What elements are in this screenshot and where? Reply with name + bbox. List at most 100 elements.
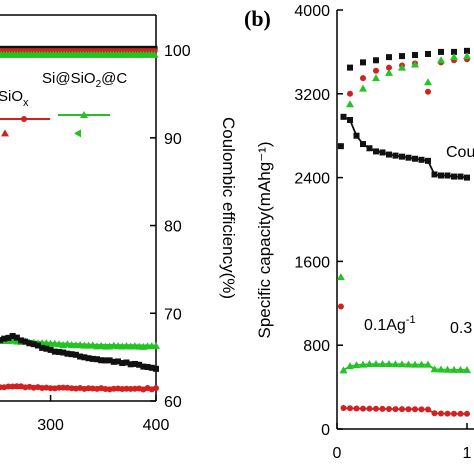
panel-b-black-capacity-point xyxy=(419,157,425,163)
panel-a-y-tick-label: 70 xyxy=(164,306,182,323)
panel-b-green-capacity-point xyxy=(340,366,348,373)
panel-b-black-capacity-point xyxy=(438,173,444,179)
panel-a-y-tick-label: 100 xyxy=(164,43,191,60)
panel-b-black-capacity-point xyxy=(354,133,360,139)
panel-b: (b) 08001600240032004000 01 0.1Ag-1 0.3 … xyxy=(244,3,474,462)
panel-a-x-tick-label: 300 xyxy=(37,417,64,434)
legend-siox-sub: x xyxy=(23,97,29,109)
panel-b-black-capacity-point xyxy=(458,174,464,180)
legend-label-siox: SiOx xyxy=(0,88,29,109)
panel-b-red-capacity-point xyxy=(412,406,418,412)
panel-b-y-tick-label: 1600 xyxy=(294,254,330,271)
panel-b-y-tick-label: 4000 xyxy=(294,3,330,20)
panel-b-red-capacity-point xyxy=(425,407,431,413)
panel-b-green-efficiency-point xyxy=(385,69,393,76)
panel-b-x-tick-label: 0 xyxy=(333,445,342,462)
panel-b-y-tick-label: 2400 xyxy=(294,171,330,188)
annotation-0-1ag-sup: -1 xyxy=(406,314,416,326)
panel-b-y-tick-label: 800 xyxy=(303,338,330,355)
panel-b-black-efficiency-point xyxy=(347,65,353,71)
panel-b-green-efficiency-point xyxy=(359,85,367,92)
legend-extra-marker-red xyxy=(1,129,9,136)
annotation-cou: Cou xyxy=(446,144,474,161)
panel-b-y-tick-label: 3200 xyxy=(294,87,330,104)
panel-b-black-capacity-point xyxy=(464,175,470,181)
panel-b-black-efficiency-point xyxy=(438,49,444,55)
panel-b-red-efficiency-point xyxy=(425,89,431,95)
panel-b-series xyxy=(337,48,471,417)
panel-b-black-capacity-point xyxy=(373,148,379,154)
panel-b-black-capacity-point xyxy=(445,173,451,179)
panel-b-red-capacity-point xyxy=(373,406,379,412)
panel-a-y-right-label: Coulombic efficiency(%) xyxy=(219,117,238,299)
panel-a: 300 400 60 70 80 90 100 SiOx Si@SiO2@C Coulom… xyxy=(0,15,238,434)
panel-b-green-efficiency-point xyxy=(437,56,445,63)
panel-b-red-capacity-point xyxy=(354,405,360,411)
panel-b-black-capacity-point xyxy=(425,158,431,164)
legend-extra-marker-green xyxy=(74,129,81,137)
panel-b-red-capacity-point xyxy=(406,406,412,412)
panel-b-black-capacity-point xyxy=(393,153,399,159)
panel-a-legend xyxy=(0,111,110,137)
legend-siox-base: SiO xyxy=(0,88,23,105)
legend-label-sisioc: Si@SiO2@C xyxy=(42,70,127,90)
panel-b-green-efficiency-point xyxy=(424,78,432,85)
panel-b-black-capacity-point xyxy=(432,171,438,177)
panel-b-red-capacity-point xyxy=(367,406,373,412)
panel-a-y-tick-label: 90 xyxy=(164,131,182,148)
panel-b-x-tick-label: 1 xyxy=(463,445,472,462)
panel-b-black-capacity-point xyxy=(399,154,405,160)
panel-a-y-tick-label: 80 xyxy=(164,219,182,236)
panel-b-red-capacity-point xyxy=(380,406,386,412)
legend-sisioc-a: Si@SiO xyxy=(42,70,96,87)
panel-b-black-capacity-point xyxy=(367,145,373,151)
panel-b-red-capacity-point xyxy=(393,406,399,412)
panel-b-red-capacity-point xyxy=(347,405,353,411)
panel-b-y-label: Specific capacity(mAhg⁻¹) xyxy=(255,142,274,339)
panel-b-red-capacity-point xyxy=(445,411,451,417)
panel-b-black-efficiency-point xyxy=(373,57,379,63)
panel-b-red-efficiency-point xyxy=(360,75,366,81)
panel-b-black-capacity-point xyxy=(406,155,412,161)
panel-a-y-tick-label: 60 xyxy=(164,394,182,411)
panel-b-red-first_cycle-point xyxy=(338,303,344,309)
panel-b-black-capacity-point xyxy=(386,152,392,158)
panel-b-black-capacity-point xyxy=(380,149,386,155)
panel-a-x-tick-label: 400 xyxy=(143,417,170,434)
legend-siox-marker xyxy=(21,116,27,122)
panel-b-black-efficiency-point xyxy=(338,143,344,149)
panel-a-red-capacity-point xyxy=(153,385,159,391)
legend-sisioc-b: @C xyxy=(101,70,127,87)
panel-b-red-efficiency-point xyxy=(347,91,353,97)
panel-b-label: (b) xyxy=(244,6,271,31)
panel-b-red-capacity-point xyxy=(432,410,438,416)
panel-b-black-efficiency-point xyxy=(412,52,418,58)
panel-b-black-capacity-point xyxy=(347,117,353,123)
panel-b-black-capacity-point xyxy=(451,174,457,180)
panel-b-red-capacity-point xyxy=(419,406,425,412)
panel-b-red-capacity-point xyxy=(341,405,347,411)
panel-b-black-capacity-point xyxy=(341,114,347,120)
panel-b-red-efficiency-point xyxy=(373,68,379,74)
panel-b-red-capacity-point xyxy=(386,406,392,412)
panel-b-green-first_cycle-point xyxy=(337,273,345,280)
panel-b-red-capacity-point xyxy=(438,410,444,416)
annotation-0-1ag: 0.1Ag-1 xyxy=(364,314,416,334)
panel-b-green-efficiency-point xyxy=(372,74,380,81)
panel-b-red-capacity-point xyxy=(451,411,457,417)
panel-b-black-capacity-point xyxy=(412,156,418,162)
panel-b-red-capacity-point xyxy=(399,406,405,412)
annotation-0-3: 0.3 xyxy=(450,320,472,337)
panel-b-black-efficiency-point xyxy=(399,53,405,59)
panel-b-black-capacity-point xyxy=(360,141,366,147)
panel-b-y-tick-label: 0 xyxy=(321,422,330,439)
panel-a-black-capacity-point xyxy=(153,366,159,372)
panel-b-red-capacity-point xyxy=(360,406,366,412)
panel-b-red-capacity-point xyxy=(458,411,464,417)
annotation-0-1ag-base: 0.1Ag xyxy=(364,317,406,334)
panel-b-red-capacity-point xyxy=(464,411,470,417)
panel-b-black-efficiency-point xyxy=(425,51,431,57)
panel-b-green-efficiency-point xyxy=(346,100,354,107)
panel-b-black-efficiency-point xyxy=(386,54,392,60)
